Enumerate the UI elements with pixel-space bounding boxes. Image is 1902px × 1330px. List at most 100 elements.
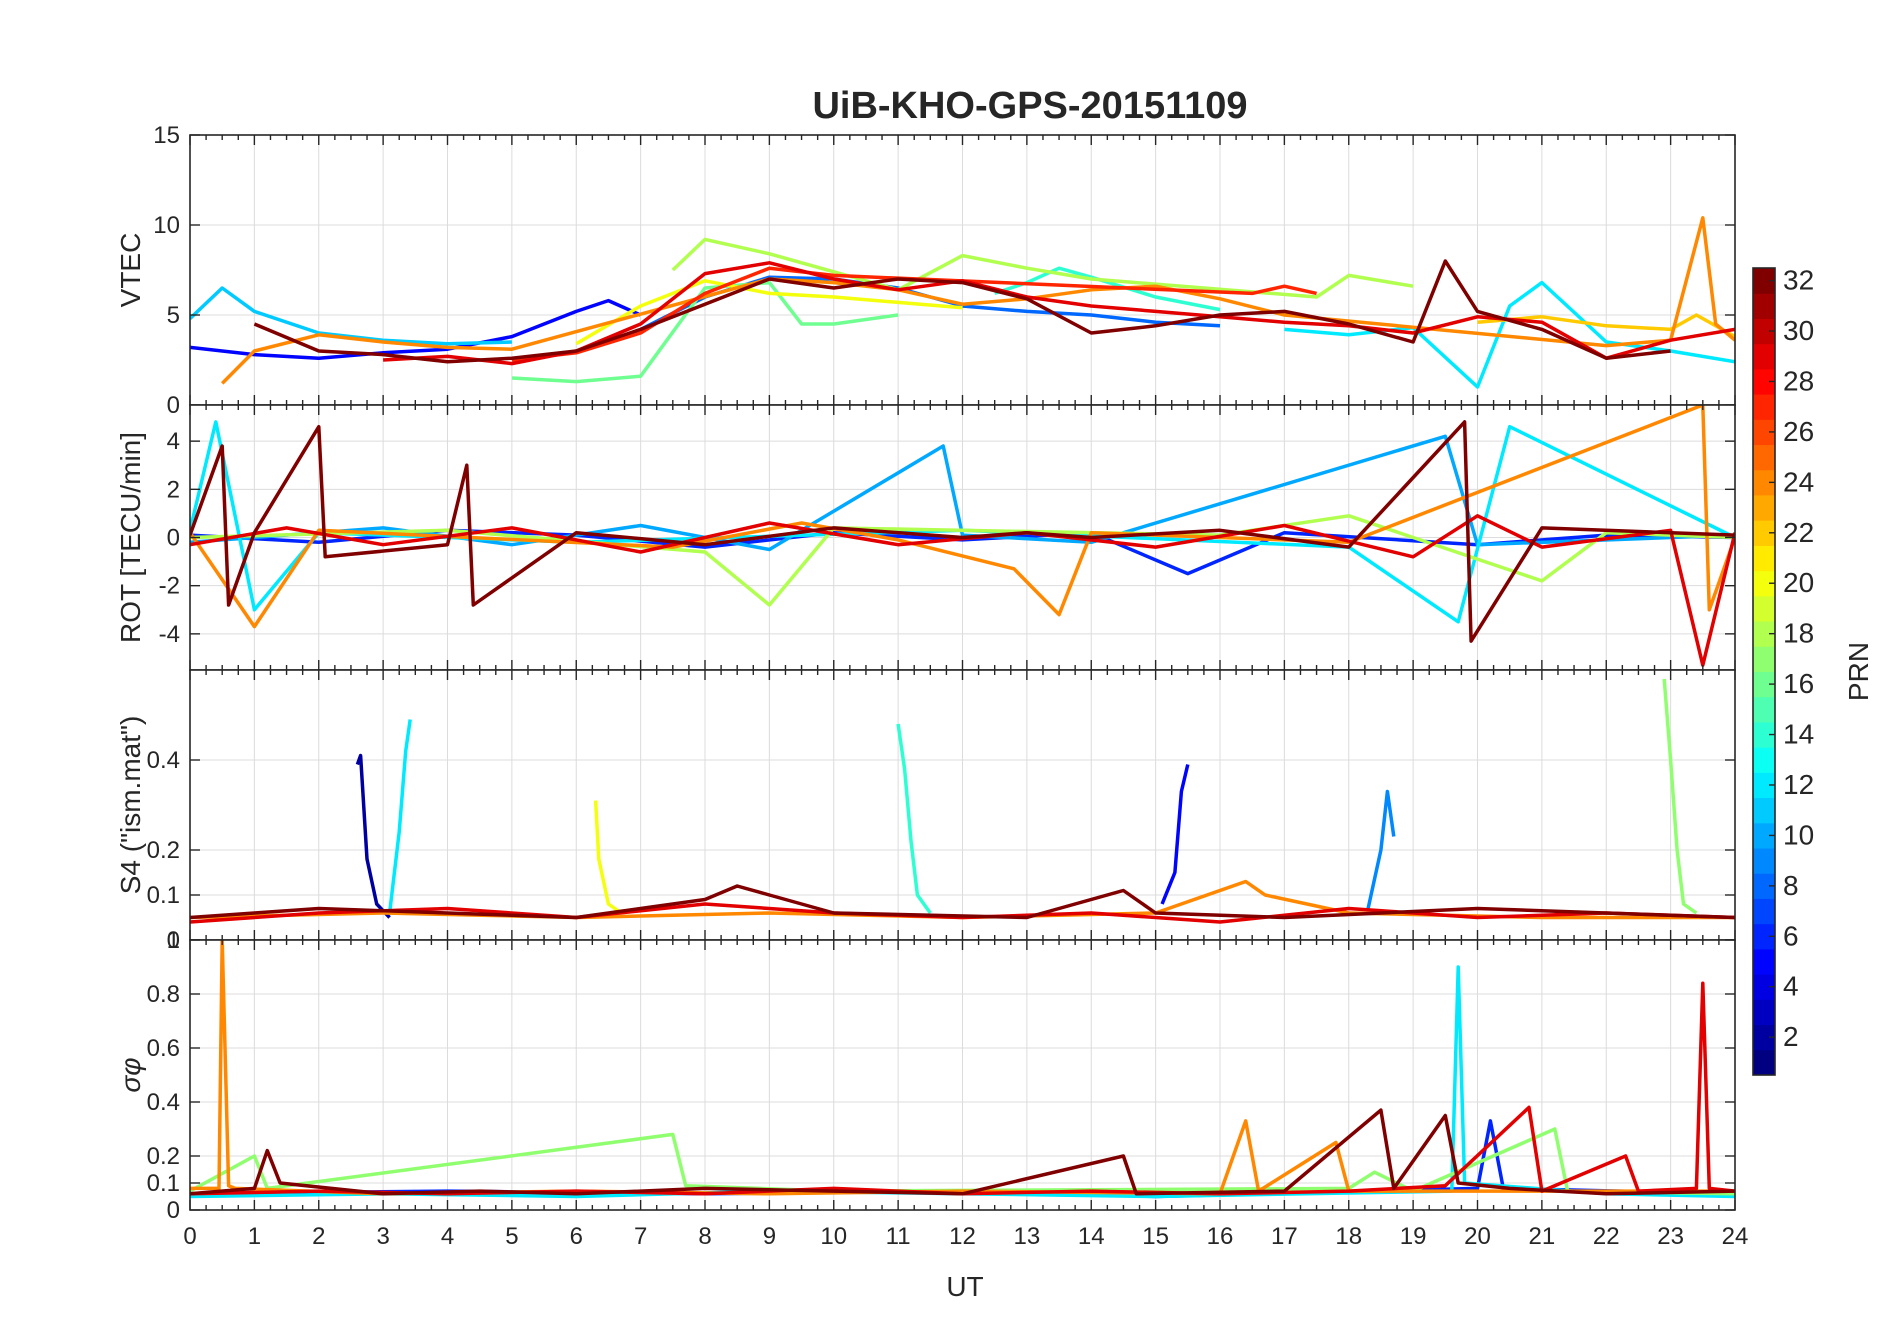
colorbar-swatch (1753, 721, 1775, 748)
colorbar-label: PRN (1843, 642, 1874, 701)
x-tick-label: 0 (183, 1223, 196, 1250)
x-tick-label: 7 (634, 1223, 647, 1250)
colorbar-swatch (1753, 394, 1775, 420)
x-tick-label: 1 (248, 1223, 261, 1250)
y-tick-label: 0.2 (147, 1143, 180, 1170)
colorbar-tick-label: 4 (1783, 971, 1799, 1002)
y-tick-label: 4 (167, 428, 180, 455)
colorbar-swatch (1753, 974, 1775, 1000)
colorbar-tick-label: 18 (1783, 618, 1814, 649)
y-tick-label: 2 (167, 476, 180, 503)
y-axis-label: VTEC (115, 233, 146, 308)
y-tick-label: 0 (167, 927, 180, 954)
series-line-prn-22 (1477, 313, 1735, 339)
colorbar-tick-label: 10 (1783, 819, 1814, 850)
colorbar-tick-label: 28 (1783, 365, 1814, 396)
y-tick-label: 0.1 (147, 882, 180, 909)
series-line-prn-11 (190, 286, 512, 346)
series-line-prn-14 (896, 723, 932, 915)
x-tick-label: 18 (1335, 1223, 1362, 1250)
y-axis-label: σφ (115, 1057, 146, 1092)
y-tick-label: -2 (159, 573, 180, 600)
x-tick-label: 14 (1078, 1223, 1105, 1250)
colorbar-swatch (1753, 293, 1775, 319)
series-group (190, 405, 1735, 667)
colorbar-swatch (1753, 772, 1775, 799)
colorbar-swatch (1753, 621, 1775, 647)
colorbar-swatch (1753, 545, 1775, 572)
y-tick-label: 0.4 (147, 1089, 180, 1116)
x-tick-label: 19 (1400, 1223, 1427, 1250)
y-tick-label: 0.4 (147, 747, 180, 774)
x-tick-label: 20 (1464, 1223, 1491, 1250)
x-tick-label: 11 (886, 1223, 911, 1250)
colorbar-swatch (1753, 747, 1775, 773)
y-tick-label: 0.2 (147, 837, 180, 864)
series-group (190, 678, 1735, 924)
x-tick-label: 5 (505, 1223, 518, 1250)
series-line-prn-12 (387, 719, 412, 914)
colorbar-swatch (1753, 419, 1775, 446)
y-tick-label: 0 (167, 1197, 180, 1224)
series-line-prn-27 (511, 266, 1317, 362)
x-tick-label: 21 (1529, 1223, 1556, 1250)
y-axis-label: ROT [TECU/min] (115, 432, 146, 643)
series-line-prn-29 (190, 981, 1735, 1196)
x-tick-label: 17 (1271, 1223, 1298, 1250)
series-line-prn-20 (575, 279, 963, 346)
series-line-prn-32 (190, 420, 1735, 643)
y-tick-label: 0 (167, 525, 180, 552)
colorbar-swatch (1753, 822, 1775, 849)
colorbar-tick-label: 26 (1783, 416, 1814, 447)
x-tick-label: 10 (820, 1223, 847, 1250)
colorbar-tick-label: 12 (1783, 769, 1814, 800)
colorbar-swatch (1753, 948, 1775, 975)
colorbar-tick-label: 16 (1783, 668, 1814, 699)
colorbar-tick-label: 24 (1783, 466, 1814, 497)
x-axis-label: UT (946, 1271, 983, 1302)
y-tick-label: 1 (167, 927, 180, 954)
panel-rot: -4 -2 0 2 4 ROT [TECU/min] (115, 404, 1736, 671)
series-line-prn-17 (1662, 678, 1698, 915)
y-tick-label: 5 (167, 302, 180, 329)
y-tick-label: 0 (167, 392, 180, 419)
colorbar-swatch (1753, 848, 1775, 874)
colorbar-tick-label: 20 (1783, 567, 1814, 598)
colorbar-swatch (1753, 368, 1775, 395)
series-line-prn-18 (671, 237, 1414, 299)
series-line-prn-29 (190, 514, 1735, 667)
series-line-prn-32 (190, 1108, 1735, 1196)
x-tick-label: 23 (1657, 1223, 1684, 1250)
colorbar-swatch (1753, 570, 1775, 597)
x-tick-label: 8 (698, 1223, 711, 1250)
x-tick-label: 2 (312, 1223, 325, 1250)
panel-vtec: 0 5 10 15 VTEC (115, 122, 1736, 419)
series-line-prn-20 (593, 800, 623, 915)
panel-s4: 0 0.1 0.2 0.4S4 ("ism.mat") (115, 669, 1736, 954)
y-axis-label: S4 ("ism.mat") (115, 716, 146, 895)
colorbar-swatch (1753, 999, 1775, 1026)
colorbar-swatch (1753, 797, 1775, 824)
colorbar-tick-label: 32 (1783, 265, 1814, 296)
x-tick-label: 6 (570, 1223, 583, 1250)
colorbar-swatch (1753, 696, 1775, 723)
x-tick-label: 15 (1142, 1223, 1169, 1250)
x-tick-label: 24 (1722, 1223, 1749, 1250)
y-tick-label: 0.6 (147, 1035, 180, 1062)
y-tick-label: 0.8 (147, 981, 180, 1008)
series-line-prn-24 (190, 940, 1735, 1196)
colorbar-tick-label: 22 (1783, 517, 1814, 548)
x-tick-label: 13 (1014, 1223, 1041, 1250)
y-tick-label: 15 (153, 122, 180, 149)
y-tick-label: -4 (159, 621, 180, 648)
y-tick-label: 0.1 (147, 1170, 180, 1197)
series-line-prn-12 (190, 965, 1735, 1199)
colorbar-swatch (1753, 268, 1775, 294)
series-group (190, 940, 1735, 1199)
colorbar-swatch (1753, 343, 1775, 370)
colorbar-swatch (1753, 1024, 1775, 1051)
colorbar-swatch (1753, 318, 1775, 345)
series-line-prn-5 (1160, 764, 1190, 905)
